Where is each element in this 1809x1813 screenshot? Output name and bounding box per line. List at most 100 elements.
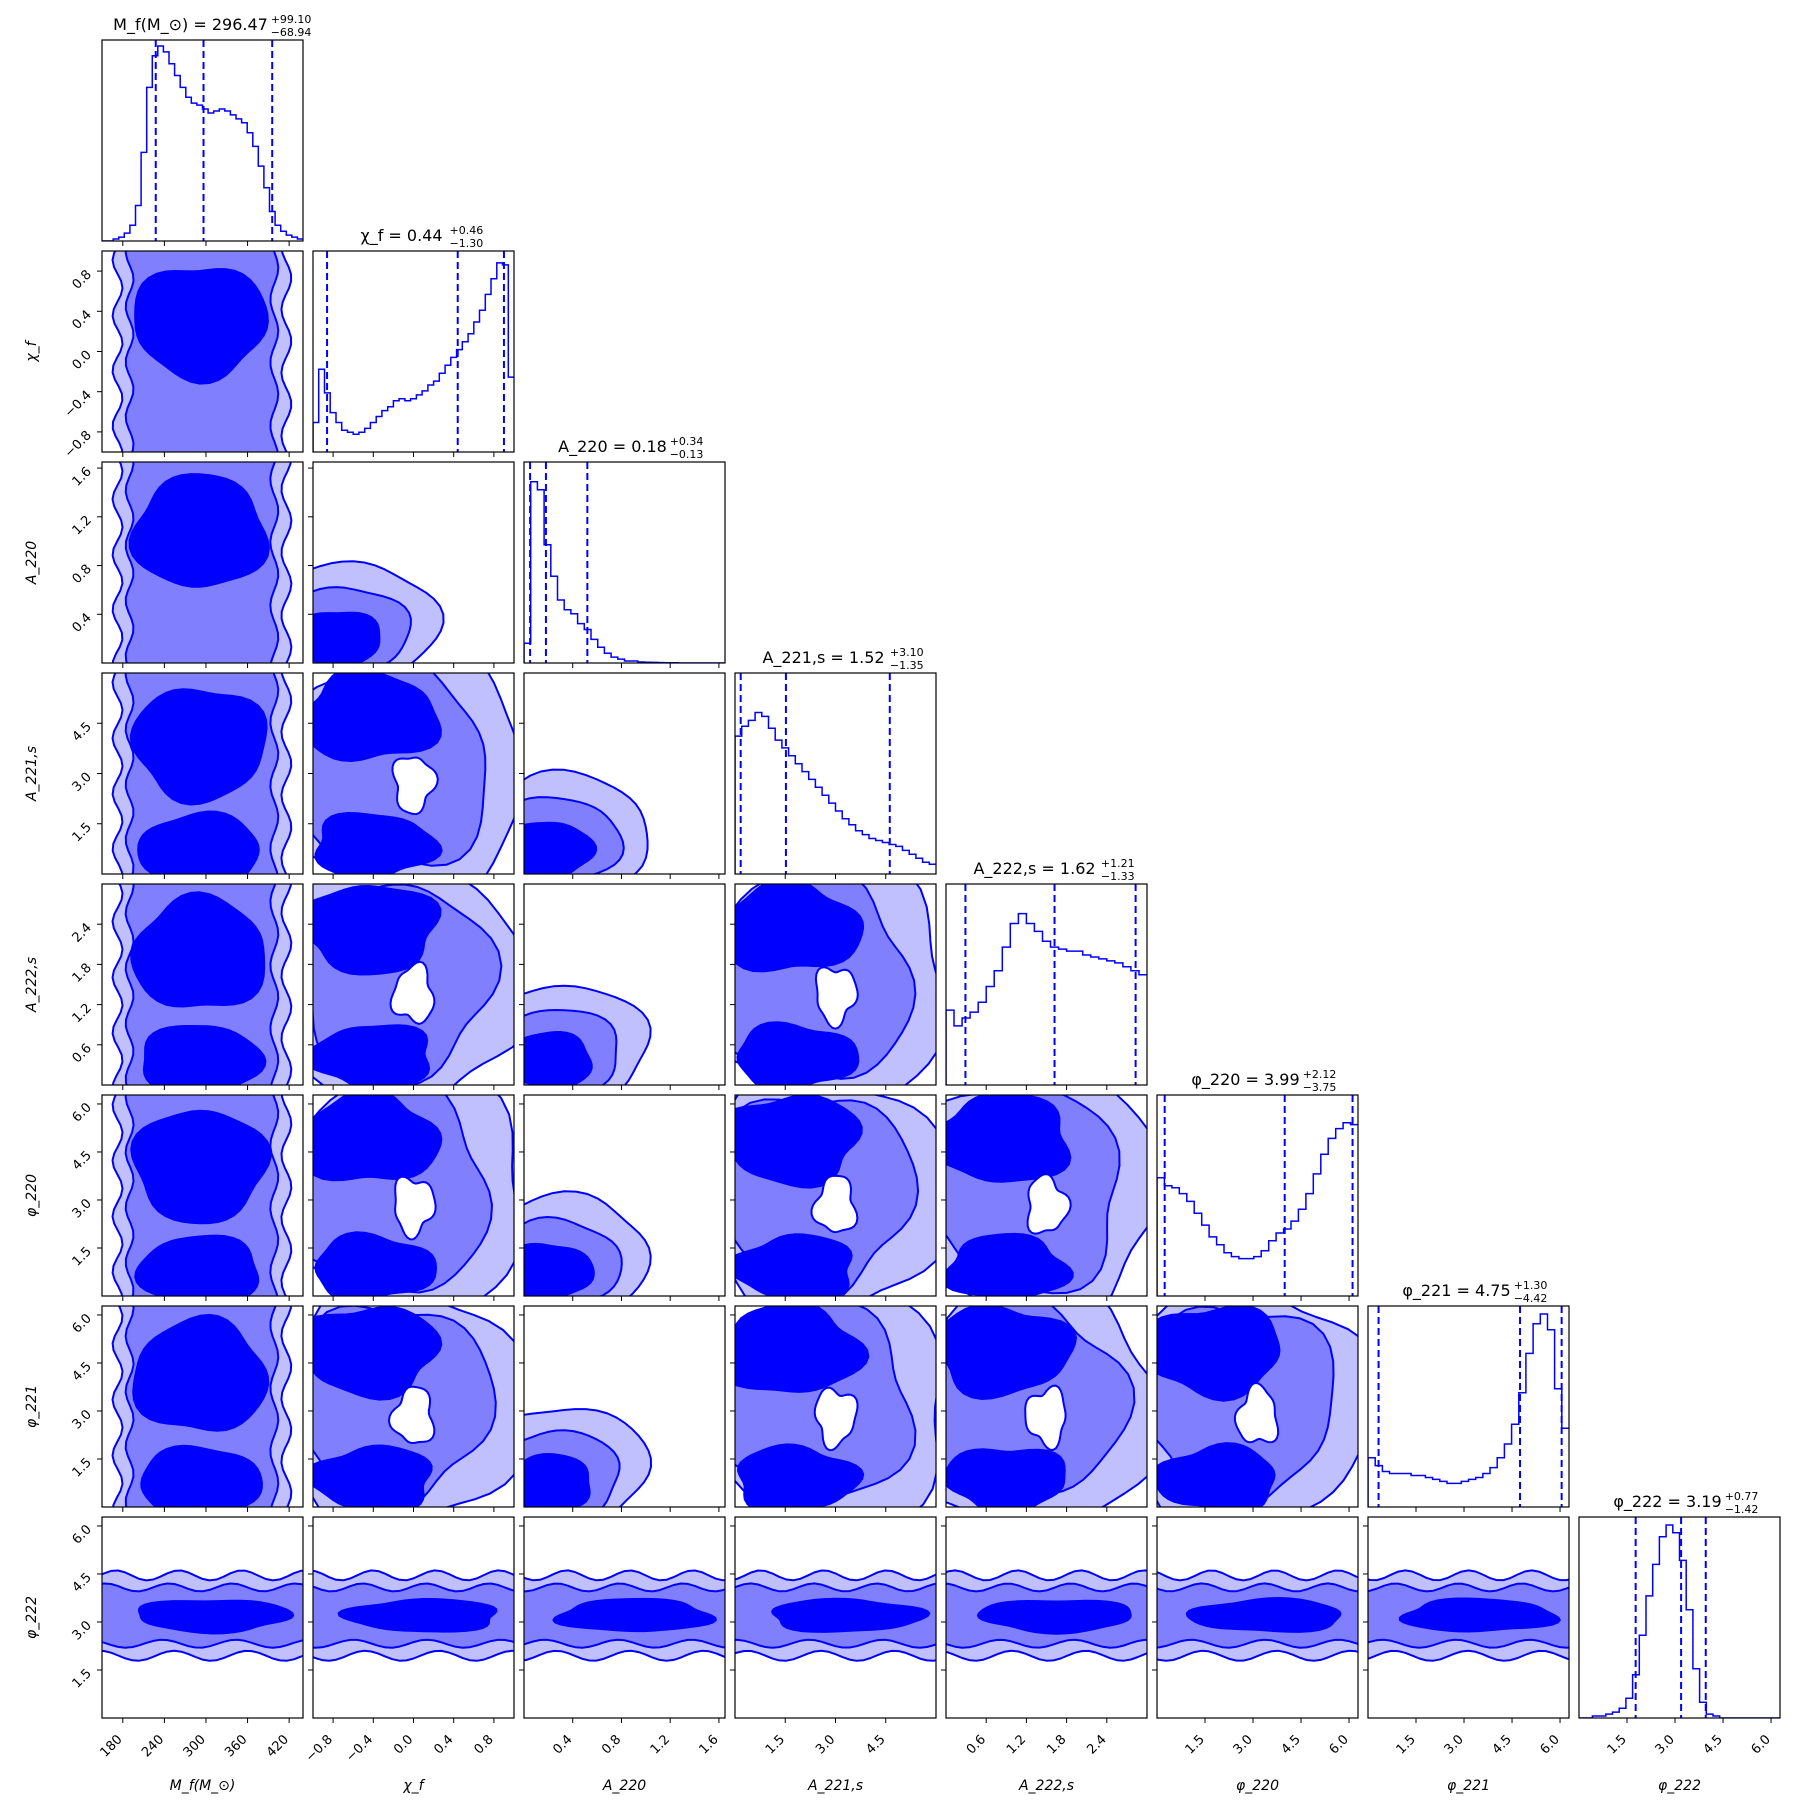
panel-frame-3-3 xyxy=(734,672,937,875)
contour-level-1b xyxy=(134,1234,260,1296)
y-tick-label-A222: 1.2 xyxy=(70,1001,95,1026)
contour-level-1b xyxy=(946,1232,1074,1296)
contour-panel-phi221-vs-phi220 xyxy=(1157,1306,1358,1507)
y-tick-label-chi: −0.8 xyxy=(62,428,95,461)
panel-frame-4-4 xyxy=(945,883,1148,1086)
y-tick-label-A220: 0.8 xyxy=(70,562,95,587)
contour-panel-phi220-vs-A220 xyxy=(524,1190,652,1296)
panel-frame-0-0 xyxy=(101,39,304,242)
histogram-phi221 xyxy=(1368,1306,1569,1507)
y-tick-label-A221: 3.0 xyxy=(70,770,95,795)
x-axis-label-A222: A_222,s xyxy=(1018,1778,1074,1794)
x-tick-label-phi221: 6.0 xyxy=(1538,1732,1563,1757)
y-axis-label-A221: A_221,s xyxy=(24,746,40,802)
x-tick-label-chi: 0.8 xyxy=(471,1732,496,1757)
contour-hole xyxy=(810,1174,859,1234)
panel-frame-6-6 xyxy=(1367,1305,1570,1508)
contour-hole xyxy=(814,966,859,1030)
y-tick-label-A222: 1.8 xyxy=(70,961,95,986)
panel-frame-4-0 xyxy=(101,883,304,1086)
contour-panel-phi221-vs-chi xyxy=(313,1306,514,1507)
panel-title-sub-phi220: −3.75 xyxy=(1303,1081,1337,1094)
x-tick-label-phi220: 3.0 xyxy=(1231,1732,1256,1757)
panel-title-A222: A_222,s = 1.62 xyxy=(973,859,1095,879)
x-tick-label-A222: 0.6 xyxy=(964,1732,989,1757)
y-tick-label-phi222: 6.0 xyxy=(70,1522,95,1547)
contour-level-1 xyxy=(129,688,268,806)
contour-level-1 xyxy=(735,884,865,973)
contour-panel-phi222-vs-Mf xyxy=(102,1569,303,1662)
panel-frame-5-5 xyxy=(1156,1094,1359,1297)
contour-level-1b xyxy=(313,1444,433,1507)
panel-title-sub-A220: −0.13 xyxy=(670,448,704,461)
panel-frame-5-2 xyxy=(523,1094,726,1297)
panel-frame-6-5 xyxy=(1156,1305,1359,1508)
contour-hole xyxy=(1024,1384,1067,1451)
contour-level-1 xyxy=(1398,1597,1561,1633)
contour-panel-A222-vs-chi xyxy=(313,884,514,1085)
x-tick-label-A222: 2.4 xyxy=(1084,1732,1109,1757)
x-tick-label-A221: 1.5 xyxy=(763,1732,788,1757)
contour-level-1b xyxy=(735,1233,853,1296)
y-axis-label-A222: A_222,s xyxy=(24,957,40,1013)
contour-level-1b xyxy=(137,810,260,874)
y-tick-label-phi222: 1.5 xyxy=(70,1666,95,1691)
x-tick-label-phi221: 3.0 xyxy=(1442,1732,1467,1757)
x-tick-label-phi222: 4.5 xyxy=(1701,1732,1726,1757)
x-tick-label-chi: 0.4 xyxy=(431,1732,456,1757)
contour-panel-A221-vs-A220 xyxy=(524,768,649,874)
y-tick-label-phi221: 6.0 xyxy=(70,1311,95,1336)
contour-level-1 xyxy=(128,473,270,588)
y-tick-label-chi: 0.8 xyxy=(70,267,95,292)
panel-frame-2-0 xyxy=(101,461,304,664)
histogram-phi222 xyxy=(1579,1517,1780,1718)
contour-hole xyxy=(389,960,436,1025)
x-tick-label-A220: 0.4 xyxy=(550,1732,575,1757)
histogram-phi220 xyxy=(1157,1095,1358,1296)
y-tick-label-phi221: 4.5 xyxy=(70,1359,95,1384)
contour-level-1b xyxy=(946,1448,1066,1507)
panel-title-sup-A221: +3.10 xyxy=(890,646,924,659)
x-tick-label-A220: 1.2 xyxy=(648,1732,673,1757)
contour-panel-phi221-vs-Mf xyxy=(111,1306,293,1507)
histogram-A221 xyxy=(735,673,936,874)
contour-level-1 xyxy=(313,611,381,663)
panel-frame-6-4 xyxy=(945,1305,1148,1508)
x-tick-label-phi222: 6.0 xyxy=(1749,1732,1774,1757)
contour-level-1 xyxy=(976,1599,1132,1635)
panel-frame-5-0 xyxy=(101,1094,304,1297)
y-tick-label-chi: 0.0 xyxy=(70,348,95,373)
y-tick-label-phi220: 1.5 xyxy=(70,1244,95,1269)
x-tick-label-A220: 1.6 xyxy=(697,1732,722,1757)
x-tick-label-phi221: 1.5 xyxy=(1394,1732,1419,1757)
panel-title-A221: A_221,s = 1.52 xyxy=(762,648,884,668)
y-tick-label-phi221: 3.0 xyxy=(70,1407,95,1432)
panel-title-sup-A222: +1.21 xyxy=(1101,857,1135,870)
y-tick-label-A222: 2.4 xyxy=(70,920,95,945)
contour-panel-phi222-vs-chi xyxy=(313,1569,514,1662)
panel-title-phi222: φ_222 = 3.19 xyxy=(1613,1492,1721,1512)
panel-title-A220: A_220 = 0.18 xyxy=(558,437,667,457)
histogram-chi xyxy=(313,251,514,452)
x-tick-label-chi: 0.0 xyxy=(391,1732,416,1757)
x-tick-label-Mf: 180 xyxy=(97,1732,125,1760)
contour-level-1 xyxy=(138,1599,295,1635)
contour-level-1 xyxy=(313,885,442,976)
panel-title-sup-phi221: +1.30 xyxy=(1514,1279,1548,1292)
panel-frame-2-2 xyxy=(523,461,726,664)
x-tick-label-A221: 4.5 xyxy=(863,1732,888,1757)
contour-panel-phi220-vs-A222 xyxy=(946,1095,1147,1296)
x-tick-label-Mf: 360 xyxy=(222,1732,250,1760)
histogram-A222 xyxy=(946,884,1147,1085)
histogram-step-line xyxy=(102,45,303,241)
y-tick-label-phi220: 4.5 xyxy=(70,1148,95,1173)
x-tick-label-phi222: 3.0 xyxy=(1653,1732,1678,1757)
contour-level-1b xyxy=(314,812,443,874)
x-axis-label-Mf: M_f(M_⊙) xyxy=(170,1778,236,1794)
panel-frame-1-1 xyxy=(312,250,515,453)
x-tick-label-Mf: 300 xyxy=(181,1732,209,1760)
y-tick-label-A221: 4.5 xyxy=(70,719,95,744)
y-tick-label-chi: −0.4 xyxy=(62,388,95,421)
panel-frame-6-0 xyxy=(101,1305,304,1508)
